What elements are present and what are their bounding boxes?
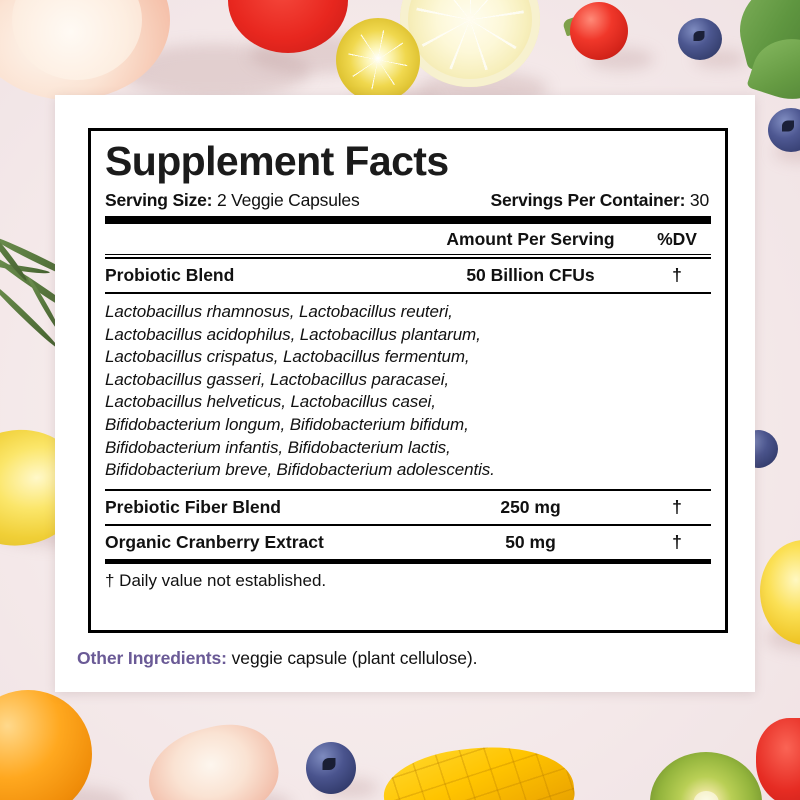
column-header-dv: %DV [657,229,697,250]
page-title: Supplement Facts [105,138,449,184]
yellow-fruit-right [760,540,800,645]
row-dv: † [672,496,682,517]
kiwi-slice-bottom [650,752,762,800]
serving-info-row: Serving Size: 2 Veggie Capsules Servings… [105,187,711,216]
servings-per-container-value: 30 [689,190,709,211]
other-ingredients: Other Ingredients: veggie capsule (plant… [77,648,477,669]
divider-thin [105,523,711,526]
organism-list: Lactobacillus rhamnosus, Lactobacillus r… [105,294,711,489]
other-ingredients-value: veggie capsule (plant cellulose). [231,648,478,668]
organism-line: Lactobacillus acidophilus, Lactobacillus… [105,324,481,344]
raspberry-right-bottom [756,718,800,800]
row-amount: 50 Billion CFUs [466,265,595,286]
peach-slice-bottom [138,713,288,800]
serving-size-value: 2 Veggie Capsules [216,190,360,211]
orange-bottom-left [0,690,92,800]
organism-line: Bifidobacterium longum, Bifidobacterium … [105,415,469,435]
row-dv: † [672,531,682,552]
blueberry-top [678,18,722,60]
cherry-tomato-top [570,2,628,60]
divider-thin [105,488,711,491]
supplement-facts-card: Supplement Facts Serving Size: 2 Veggie … [55,95,755,692]
divider-thick [105,216,711,225]
organism-line: Lactobacillus gasseri, Lactobacillus par… [105,369,449,389]
serving-size: Serving Size: 2 Veggie Capsules [105,190,360,211]
row-name: Probiotic Blend [105,265,235,286]
daily-value-footnote: † Daily value not established. [105,570,327,590]
serving-size-label: Serving Size: [105,190,213,211]
organism-line: Lactobacillus rhamnosus, Lactobacillus r… [105,302,453,322]
column-headers-row: Amount Per Serving %DV [105,224,711,254]
divider-thin [105,292,711,295]
organism-line: Lactobacillus crispatus, Lactobacillus f… [105,347,470,367]
supplement-facts-panel: Supplement Facts Serving Size: 2 Veggie … [88,128,728,633]
blueberry-bottom [306,742,356,794]
table-row: Organic Cranberry Extract 50 mg † [105,526,711,559]
table-row: Probiotic Blend 50 Billion CFUs † [105,259,711,292]
lime-half-top [336,18,420,102]
other-ingredients-label: Other Ingredients: [77,648,227,668]
row-name: Organic Cranberry Extract [105,531,324,552]
row-amount: 250 mg [500,496,561,517]
divider-medium [105,558,711,564]
servings-per-container: Servings Per Container: 30 [490,190,711,211]
blueberry-right-top [768,108,800,152]
organism-line: Bifidobacterium breve, Bifidobacterium a… [105,460,495,480]
divider-thin [105,257,711,260]
organism-line: Bifidobacterium infantis, Bifidobacteriu… [105,437,451,457]
row-name: Prebiotic Fiber Blend [105,496,281,517]
divider-hair [105,254,711,256]
mango-cubes-bottom [379,738,579,800]
servings-per-container-label: Servings Per Container: [490,190,686,211]
column-header-amount: Amount Per Serving [446,229,615,250]
row-dv: † [672,265,682,286]
row-amount: 50 mg [505,531,556,552]
table-row: Prebiotic Fiber Blend 250 mg † [105,491,711,524]
organism-line: Lactobacillus helveticus, Lactobacillus … [105,392,436,412]
